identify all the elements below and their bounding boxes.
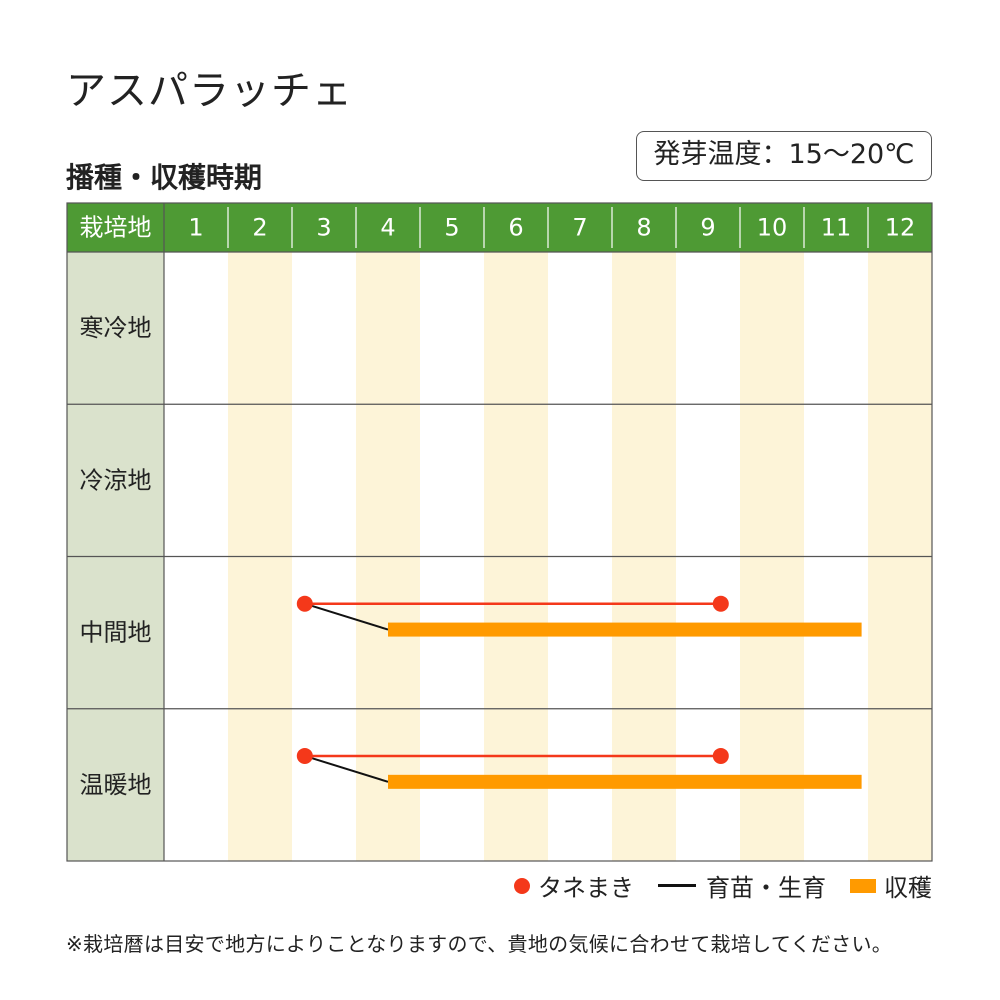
sowing-end-marker [712,595,729,612]
region-label: 寒冷地 [80,314,152,342]
grid-border [66,202,933,862]
harvest-bar [388,622,862,637]
chart-legend: タネまき 育苗・生育 収穫 [490,868,932,903]
chart-subtitle: 播種・収穫時期 [66,161,263,194]
footnote: ※栽培暦は目安で地方によりことなりますので、貴地の気候に合わせて栽培してください… [66,932,893,956]
nursery-line-icon [658,884,696,887]
header-row [67,203,932,252]
month-label-6: 6 [508,214,523,242]
legend-harvest-label: 収穫 [884,874,932,902]
region-label: 中間地 [80,619,152,647]
month-label-4: 4 [380,214,395,242]
month-label-1: 1 [188,214,203,242]
harvest-bar [388,774,862,789]
harvest-bar-icon [850,878,876,893]
sowing-start-marker [296,747,313,764]
month-label-7: 7 [572,214,587,242]
legend-nursery-label: 育苗・生育 [706,874,826,902]
nursery-line [304,754,389,783]
month-label-11: 11 [821,214,852,242]
germination-temperature-badge: 発芽温度：15〜20℃ [636,131,932,181]
month-label-5: 5 [444,214,459,242]
nursery-line [304,602,389,631]
sowing-start-marker [296,595,313,612]
month-label-8: 8 [636,214,651,242]
page-title: アスパラッチェ [66,68,353,114]
legend-sowing: タネまき [514,868,634,903]
legend-harvest: 収穫 [850,868,932,903]
month-label-3: 3 [316,214,331,242]
legend-nursery: 育苗・生育 [658,868,826,903]
month-label-2: 2 [252,214,267,242]
region-label: 冷涼地 [80,466,152,494]
header-label: 栽培地 [80,214,152,242]
legend-sowing-label: タネまき [538,874,634,902]
sowing-marker-icon [514,877,530,894]
region-label: 温暖地 [80,771,152,799]
month-label-9: 9 [700,214,715,242]
month-label-12: 12 [885,214,916,242]
sowing-end-marker [712,747,729,764]
month-label-10: 10 [757,214,788,242]
